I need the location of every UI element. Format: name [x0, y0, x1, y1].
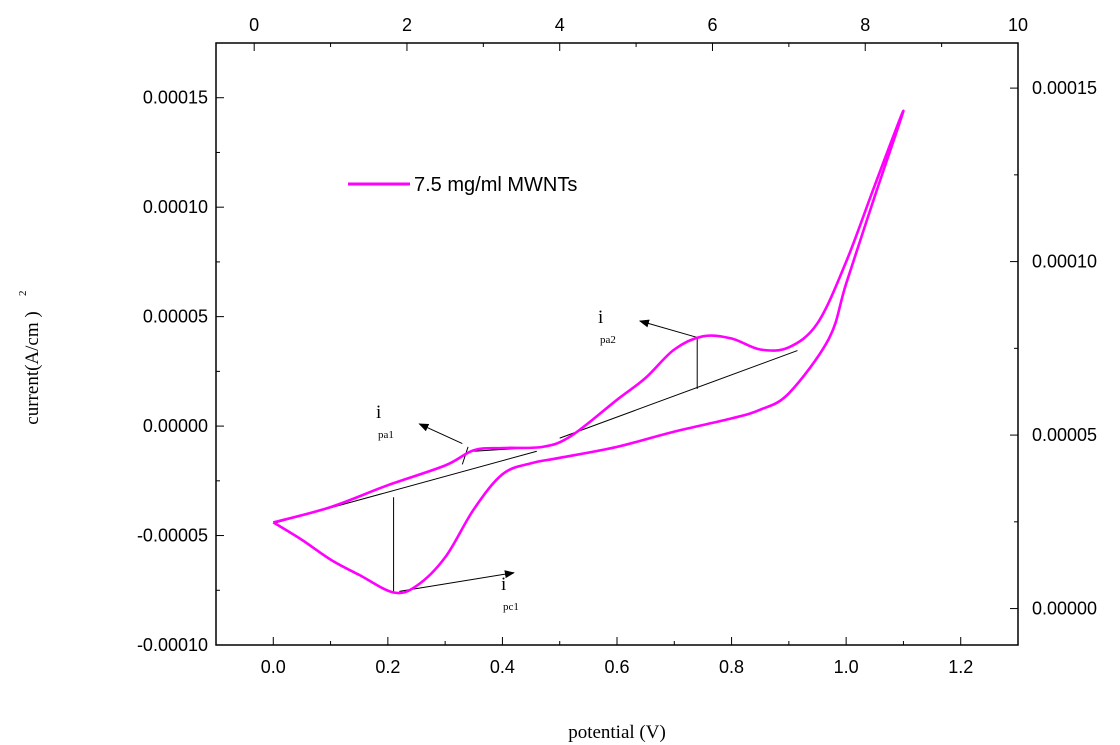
top-tick-label: 10 [1008, 15, 1028, 35]
top-tick-label: 8 [860, 15, 870, 35]
annotation-pc1: i [501, 574, 506, 595]
annotation-pa2-subscript: pa2 [600, 334, 616, 346]
right-tick-label: 0.00015 [1032, 78, 1097, 98]
x-tick-label: 1.2 [948, 657, 973, 677]
annotation-pa1: i [376, 402, 381, 423]
top-tick-label: 0 [249, 15, 259, 35]
y-tick-label: 0.00000 [143, 416, 208, 436]
legend-label: 7.5 mg/ml MWNTs [414, 174, 577, 196]
baseline-pa2 [559, 350, 798, 439]
top-tick-label: 2 [402, 15, 412, 35]
y-tick-label: -0.00005 [137, 526, 208, 546]
arrow-pc1 [399, 570, 515, 592]
x-tick-label: 1.0 [834, 657, 859, 677]
top-axis-ticks: 0 2 4 6 8 10 [249, 15, 1028, 51]
arrow-pa2 [638, 319, 698, 338]
annotation-pa2: i [598, 307, 603, 328]
annotation-pa1-subscript: pa1 [378, 429, 394, 441]
y-tick-label: 0.00010 [143, 197, 208, 217]
legend: 7.5 mg/ml MWNTs [348, 174, 577, 196]
annotation-labels: i pa1 i pa2 i pc1 [376, 307, 616, 613]
right-tick-label: 0.00010 [1032, 252, 1097, 272]
top-tick-label: 4 [555, 15, 565, 35]
arrow-pa1 [418, 423, 463, 445]
annotation-lines [273, 319, 798, 592]
annotation-pc1-subscript: pc1 [503, 601, 519, 613]
x-tick-label: 0.0 [261, 657, 286, 677]
y-axis-title: current(A/cm ) [22, 311, 43, 424]
bottom-axis-ticks: 0.0 0.2 0.4 0.6 0.8 1.0 1.2 [215, 637, 1019, 677]
y-tick-label: 0.00005 [143, 307, 208, 327]
right-axis-ticks: 0.00000 0.00005 0.00010 0.00015 [1010, 78, 1097, 619]
x-tick-label: 0.4 [490, 657, 515, 677]
y-tick-label: -0.00010 [137, 635, 208, 655]
right-tick-label: 0.00005 [1032, 425, 1097, 445]
right-tick-label: 0.00000 [1032, 599, 1097, 619]
top-tick-label: 6 [707, 15, 717, 35]
y-axis-title-superscript: 2 [17, 291, 29, 297]
x-tick-label: 0.6 [604, 657, 629, 677]
y-tick-label: 0.00015 [143, 88, 208, 108]
y-axis-title-group: current(A/cm ) 2 [17, 291, 43, 425]
left-axis-ticks: -0.00010 -0.00005 0.00000 0.00005 0.00010 0.0… [137, 88, 224, 655]
x-tick-label: 0.8 [719, 657, 744, 677]
plot-border [215, 42, 1019, 646]
series-line-7.5-mg-ml-mwnts [272, 109, 905, 595]
plot-frame [215, 42, 1019, 646]
x-tick-label: 0.2 [375, 657, 400, 677]
x-axis-title: potential (V) [568, 722, 666, 743]
series-layer [272, 109, 905, 595]
